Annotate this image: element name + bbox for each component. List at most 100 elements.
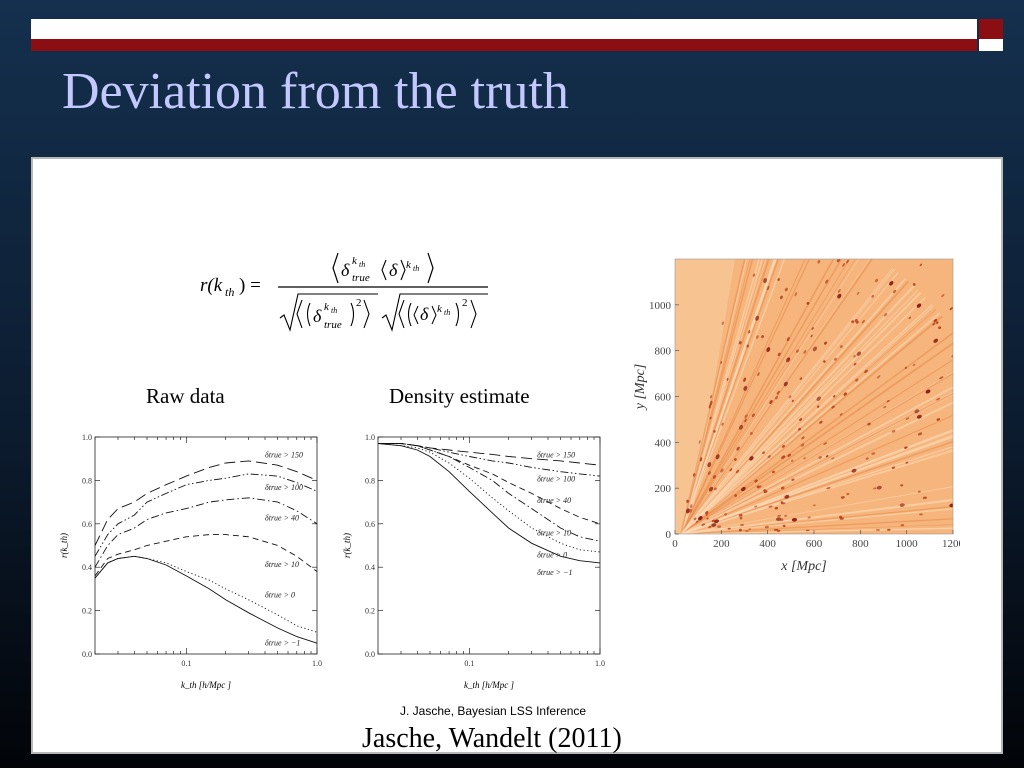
x-tick-label: 1000 — [896, 538, 919, 550]
map-clump — [738, 528, 742, 532]
map-clump — [801, 436, 805, 440]
den-delta-1: δ — [313, 306, 322, 326]
map-clump — [798, 427, 801, 431]
map-clump — [837, 293, 842, 299]
map-ray — [680, 259, 851, 534]
map-clump — [956, 488, 960, 491]
y-tick-label: 200 — [655, 483, 672, 495]
map-clump — [819, 420, 823, 424]
map-clump — [824, 341, 827, 345]
den-paren-open-2 — [407, 302, 412, 327]
map-clump — [708, 486, 714, 492]
map-clump — [806, 301, 810, 305]
map-clump — [873, 487, 877, 490]
map-clump — [775, 395, 779, 400]
map-ray — [680, 435, 953, 534]
map-clump — [780, 295, 783, 300]
series-label: δtrue > 40 — [537, 496, 571, 505]
map-clump — [779, 518, 784, 522]
map-clump — [738, 424, 744, 430]
map-clump — [706, 517, 709, 520]
map-clump — [855, 378, 859, 382]
map-clump — [711, 523, 717, 527]
map-clump — [812, 346, 818, 352]
citation-small: J. Jasche, Bayesian LSS Inference — [400, 704, 587, 718]
series-line-1 — [378, 443, 601, 477]
series-label: δtrue > 40 — [265, 514, 299, 523]
title-bar — [31, 19, 977, 51]
map-clump — [839, 515, 843, 519]
title-bar-white-stripe — [31, 19, 977, 39]
x-axis-label: k_th [h/Mpc ] — [464, 680, 514, 690]
map-clump — [782, 444, 785, 448]
map-clump — [825, 279, 829, 284]
map-clump — [831, 457, 835, 460]
den-paren-close-1 — [350, 302, 355, 327]
map-clump — [917, 432, 923, 436]
map-clump — [846, 259, 849, 264]
map-clump — [892, 289, 897, 294]
series-line-3 — [378, 443, 601, 542]
map-clump — [886, 400, 890, 403]
map-clump — [791, 399, 794, 403]
map-clump — [757, 372, 760, 377]
map-clump — [805, 529, 810, 532]
map-clump — [843, 392, 847, 396]
map-clump — [851, 320, 854, 324]
den-left-angle-1 — [296, 299, 303, 329]
map-ray — [680, 386, 953, 534]
series-label: δtrue > −1 — [265, 638, 300, 647]
map-clump — [916, 303, 922, 308]
map-clump — [853, 354, 856, 358]
y-tick-label: 0.8 — [365, 476, 375, 485]
map-clump — [743, 385, 748, 391]
den-sup-sub-2: th — [444, 308, 450, 317]
numerator-delta-2: δ — [389, 260, 398, 280]
map-ray — [680, 518, 953, 534]
map-clump — [701, 523, 706, 526]
density-estimate-chart: 0.0 0.2 0.4 0.6 0.8 1.0 0.1 1.0 k_th [h/Mpc ] r(k… — [342, 433, 605, 690]
map-clump — [744, 418, 747, 423]
map-ray — [680, 524, 953, 534]
map-clump — [708, 462, 711, 466]
map-clump — [891, 466, 896, 469]
map-clump — [899, 503, 905, 507]
den-sub-1: true — [324, 319, 342, 331]
x-tick-label: 1.0 — [312, 659, 322, 668]
map-clump — [763, 278, 768, 284]
x-tick-label: 400 — [759, 538, 776, 550]
map-clump — [900, 524, 905, 527]
map-ray — [680, 429, 953, 534]
y-axis-label: y [Mpc] — [633, 364, 648, 412]
series-label: δtrue > 100 — [265, 483, 303, 492]
map-ray — [680, 259, 746, 534]
map-clump — [709, 400, 713, 406]
map-clump — [823, 360, 826, 363]
series-label: δtrue > 10 — [537, 529, 571, 538]
map-clump — [767, 286, 770, 291]
map-clump — [686, 508, 690, 514]
map-clump — [851, 468, 857, 473]
map-clump — [905, 461, 909, 464]
y-tick-label: 0.6 — [82, 520, 92, 529]
map-clump — [782, 524, 786, 528]
map-ray — [680, 259, 786, 534]
map-clump — [876, 375, 881, 379]
map-clump — [739, 516, 743, 520]
corner-square-white — [979, 39, 1003, 51]
den-pow-2: 2 — [462, 297, 468, 309]
map-ray — [680, 259, 770, 534]
map-clump — [791, 478, 795, 481]
numerator-delta: δ — [341, 260, 350, 280]
map-ray — [680, 259, 856, 534]
map-clump — [769, 399, 773, 404]
x-tick-label: 1.0 — [595, 659, 605, 668]
map-clump — [777, 278, 780, 281]
plot-frame — [377, 436, 601, 655]
map-clump — [883, 313, 888, 317]
title-bar-red-stripe — [31, 39, 977, 51]
map-clump — [782, 502, 786, 505]
numerator-sub: true — [352, 272, 370, 284]
map-clump — [713, 519, 720, 524]
